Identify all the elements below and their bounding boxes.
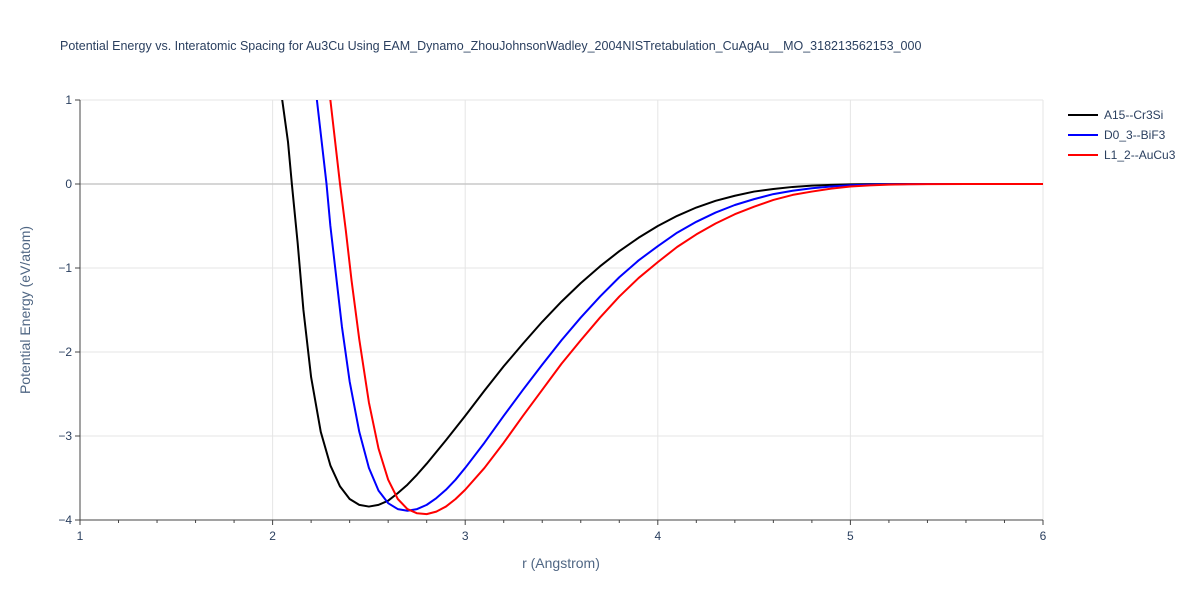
- y-tick-labels: 1 0 −1 −2 −3 −4: [58, 93, 80, 527]
- x-gridlines: [272, 100, 1044, 520]
- x-tick-labels: 1 2 3 4 5 6: [77, 520, 1047, 543]
- series-line-2: [315, 100, 1043, 512]
- y-tick-label: −1: [58, 261, 72, 275]
- x-tick-label: 2: [269, 529, 276, 543]
- y-tick-label: 1: [65, 93, 72, 107]
- x-tick-label: 3: [462, 529, 469, 543]
- x-tick-label: 4: [654, 529, 661, 543]
- y-axis-title: Potential Energy (eV/atom): [17, 226, 33, 394]
- y-tick-label: −4: [58, 513, 72, 527]
- x-tick-label: 6: [1040, 529, 1047, 543]
- legend: A15--Cr3Si D0_3--BiF3 L1_2--AuCu3: [1068, 108, 1176, 162]
- x-tick-label: 5: [847, 529, 854, 543]
- legend-label: D0_3--BiF3: [1104, 128, 1166, 142]
- y-tick-label: −2: [58, 345, 72, 359]
- x-tick-label: 1: [77, 529, 84, 543]
- y-tick-label: −3: [58, 429, 72, 443]
- series-layer: [281, 100, 1043, 516]
- legend-label: L1_2--AuCu3: [1104, 148, 1176, 162]
- legend-label: A15--Cr3Si: [1104, 108, 1163, 122]
- series-line-3: [329, 100, 1043, 516]
- chart-title: Potential Energy vs. Interatomic Spacing…: [60, 39, 921, 53]
- x-axis-title: r (Angstrom): [522, 555, 600, 571]
- series-line-1: [281, 100, 1043, 508]
- y-tick-label: 0: [65, 177, 72, 191]
